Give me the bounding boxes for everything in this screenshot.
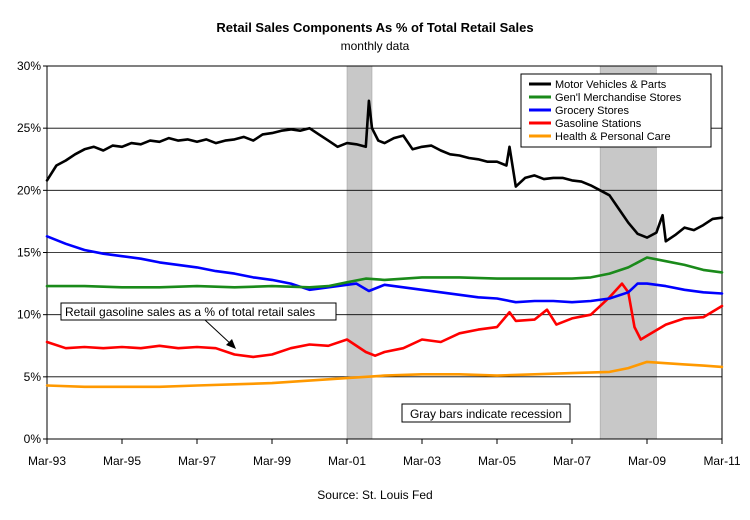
legend-label-motor-vehicles-parts: Motor Vehicles & Parts	[555, 79, 667, 91]
x-tick-label-4: Mar-01	[328, 454, 366, 468]
axes: 0% 5% 10% 15% 20% 25% 30% Mar-93 Mar-95 Mar-97 Mar…	[17, 59, 741, 468]
gasoline-callout-arrow-line	[204, 319, 234, 347]
legend-label-gen-l-merchandise-stores: Gen'l Merchandise Stores	[555, 92, 682, 104]
x-tick-label-3: Mar-99	[253, 454, 291, 468]
recession-note-box	[401, 403, 571, 423]
x-tick-label-2: Mar-97	[178, 454, 216, 468]
y-tick-label-5: 25%	[17, 121, 41, 135]
x-tick-label-8: Mar-09	[628, 454, 666, 468]
x-tick-label-0: Mar-93	[28, 454, 66, 468]
chart-subtitle: monthly data	[341, 39, 410, 53]
y-tick-label-0: 0%	[24, 432, 42, 446]
legend-label-grocery-stores: Grocery Stores	[555, 105, 629, 117]
recession-note: Gray bars indicate recession	[401, 403, 571, 423]
gasoline-callout-text: Retail gasoline sales as a % of total re…	[65, 305, 315, 319]
recession-note-text: Gray bars indicate recession	[410, 407, 562, 421]
series-lines	[45, 99, 724, 389]
y-tick-label-6: 30%	[17, 59, 41, 73]
gasoline-callout: Retail gasoline sales as a % of total re…	[60, 302, 337, 349]
x-tick-label-5: Mar-03	[403, 454, 441, 468]
x-tick-label-1: Mar-95	[103, 454, 141, 468]
y-tick-label-3: 15%	[17, 246, 41, 260]
x-tick-label-9: Mar-11	[703, 454, 740, 468]
gasoline-callout-box	[60, 302, 337, 321]
x-tick-label-7: Mar-07	[553, 454, 591, 468]
series-line-health-personal-care	[45, 360, 724, 389]
legend-label-gasoline-stations: Gasoline Stations	[555, 118, 642, 130]
gasoline-callout-arrowhead	[226, 339, 236, 349]
x-tick-label-6: Mar-05	[478, 454, 516, 468]
y-tick-label-2: 10%	[17, 308, 41, 322]
series-line-gen-l-merchandise-stores	[45, 256, 724, 289]
legend-label-health-personal-care: Health & Personal Care	[555, 131, 671, 143]
series-line-grocery-stores	[45, 235, 724, 304]
chart-title: Retail Sales Components As % of Total Re…	[216, 20, 533, 35]
y-tick-label-4: 20%	[17, 183, 41, 197]
series-line-motor-vehicles-parts	[45, 99, 724, 243]
legend-box	[520, 73, 712, 148]
source-note: Source: St. Louis Fed	[317, 488, 432, 502]
y-tick-label-1: 5%	[24, 370, 42, 384]
